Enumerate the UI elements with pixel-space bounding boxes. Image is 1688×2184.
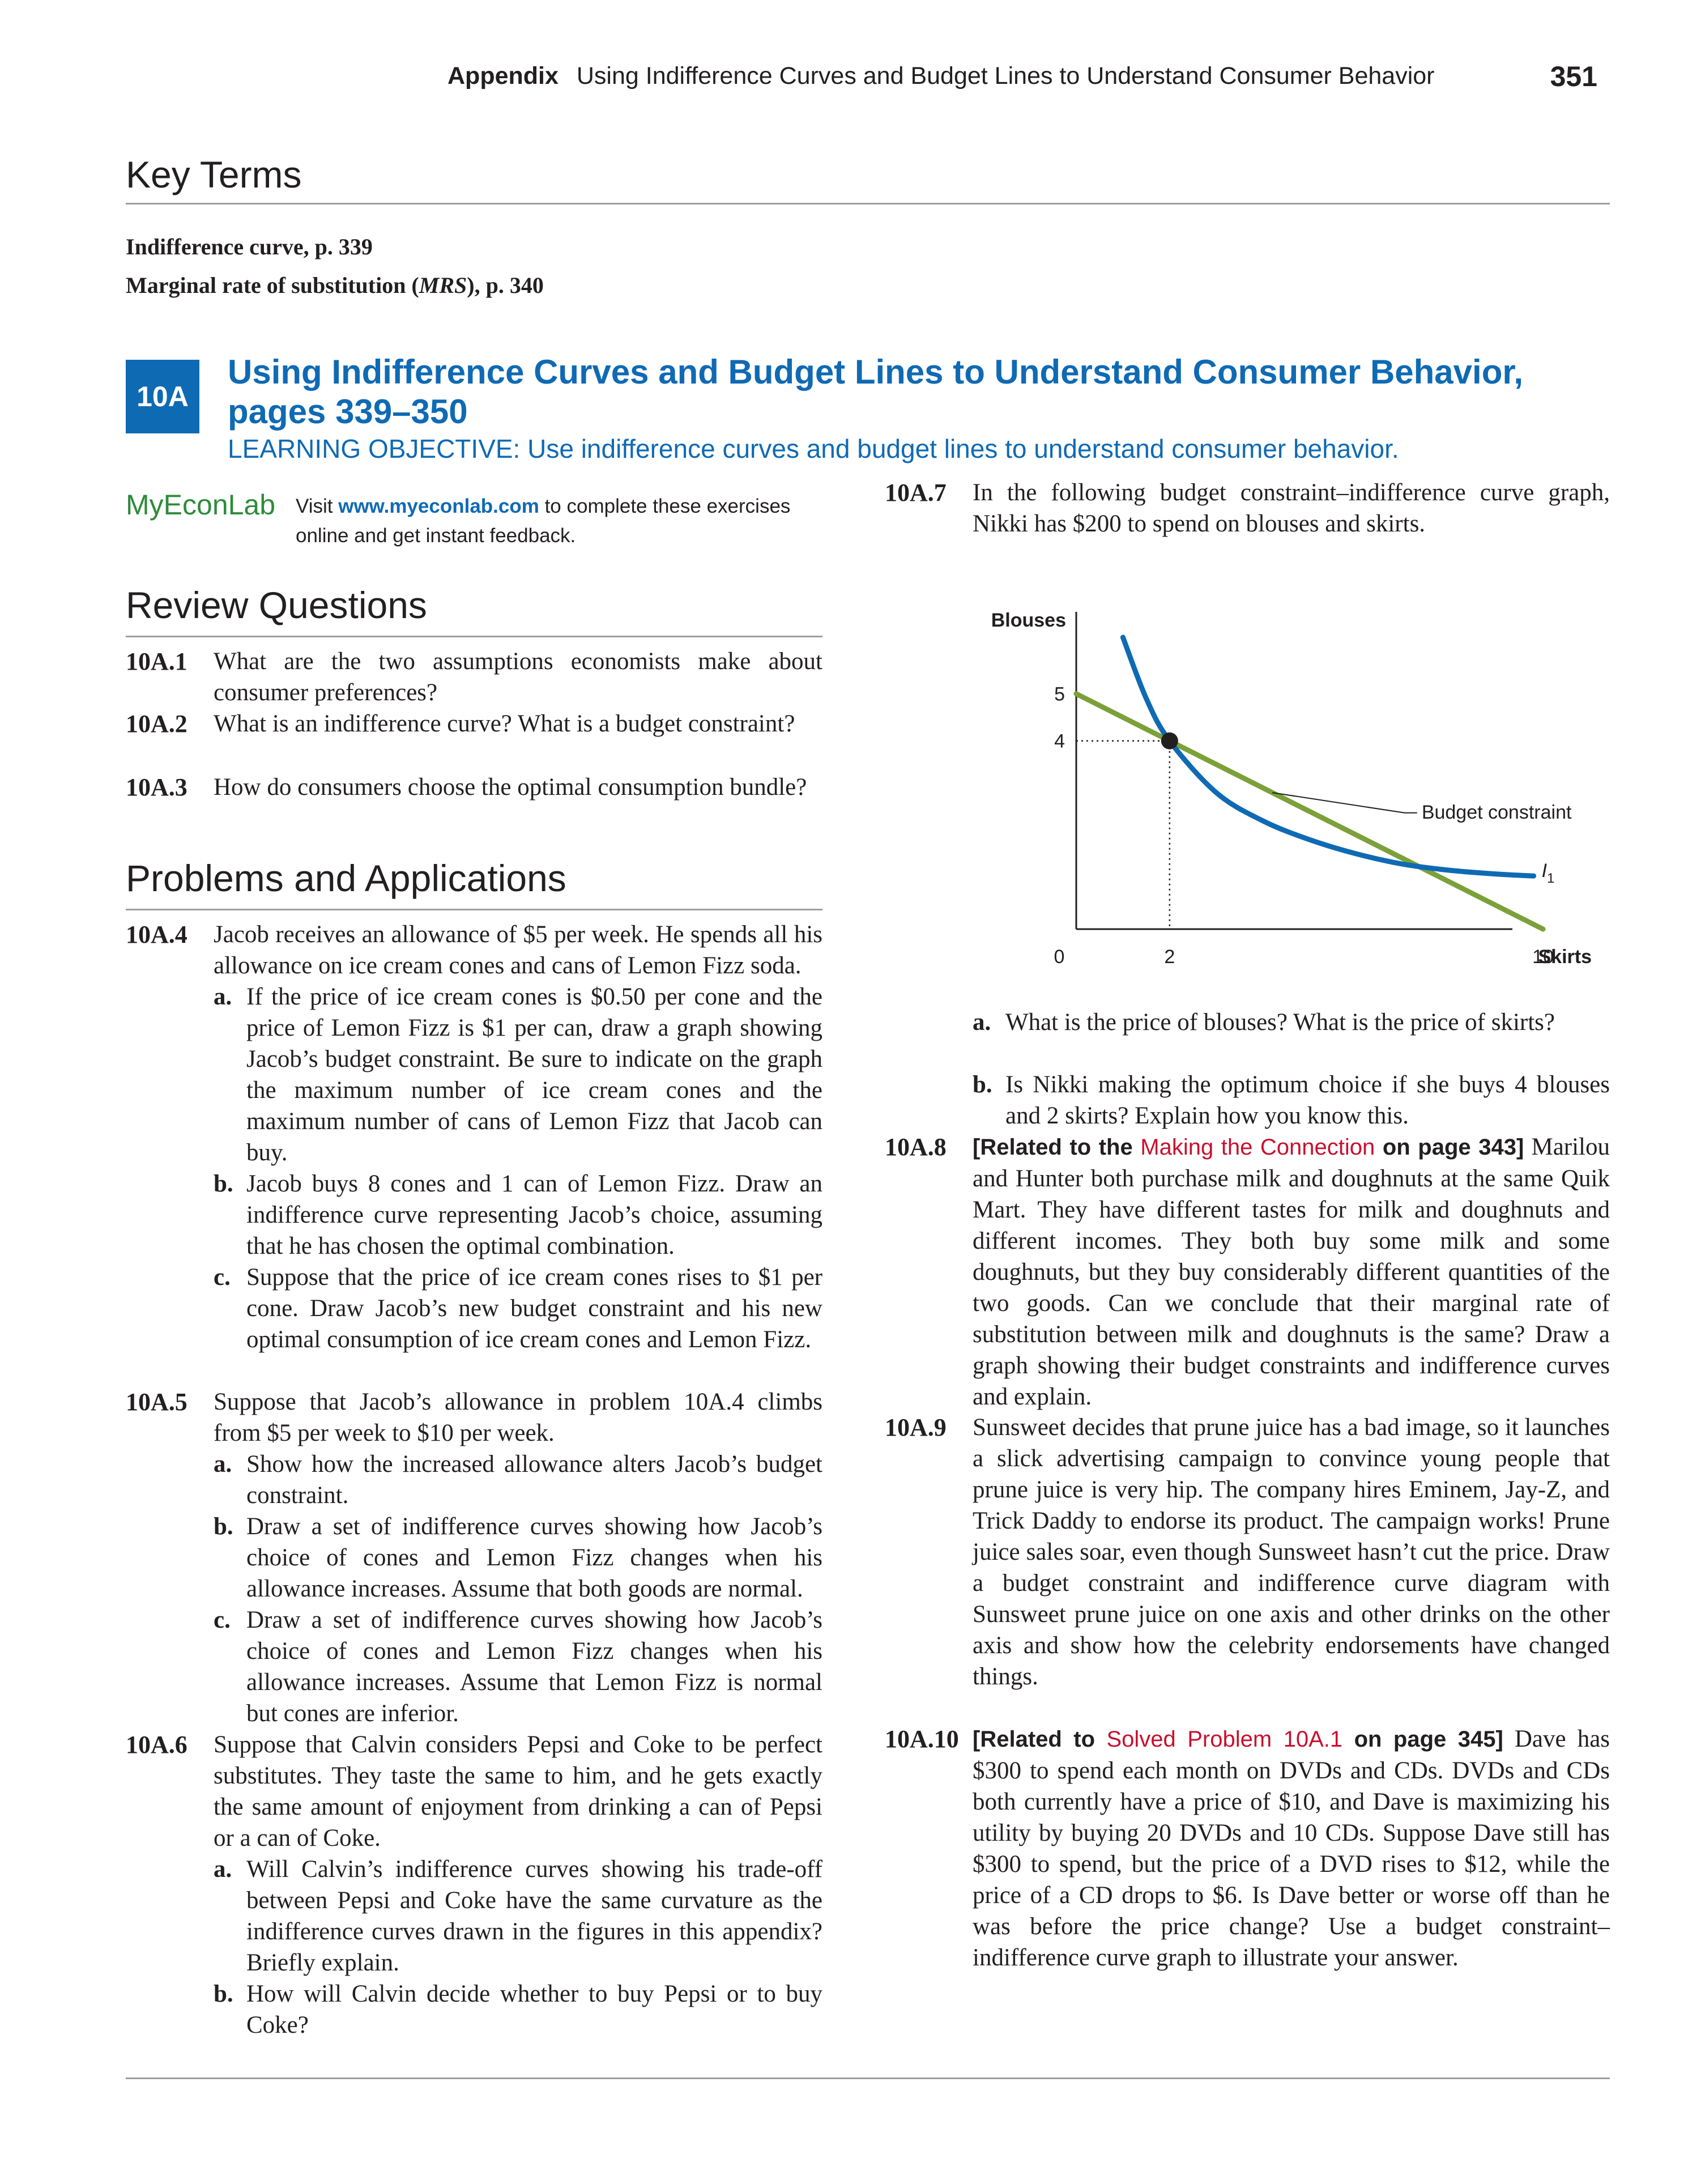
learning-objective: LEARNING OBJECTIVE: Use indifference cur… bbox=[228, 434, 1399, 463]
problem-10a7-part-a: a. What is the price of blouses? What is … bbox=[973, 1009, 1555, 1036]
myeconlab-logo: MyEconLab bbox=[126, 489, 276, 521]
review-question: 10A.2 What is an indifference curve? Wha… bbox=[126, 710, 795, 738]
problem-10a6-part-a: a. Will Calvin’s indifference curves show… bbox=[214, 1856, 822, 1976]
myeconlab-link[interactable]: www.myeconlab.com bbox=[338, 495, 539, 517]
section-badge: 10A bbox=[126, 360, 199, 433]
page-number: 351 bbox=[1550, 61, 1597, 92]
problem-10a9: 10A.9 Sunsweet decides that prune juice … bbox=[885, 1414, 1610, 1690]
review-question: 10A.3 How do consumers choose the optima… bbox=[126, 773, 807, 801]
problem-10a5-part-b: b. Draw a set of indifference curves show… bbox=[214, 1513, 822, 1602]
problem-10a6-part-b: b. How will Calvin decide whether to buy … bbox=[214, 1981, 822, 2038]
budget-constraint-line bbox=[1073, 691, 1546, 932]
problem-10a5: 10A.5 Suppose that Jacob’s allowance in … bbox=[126, 1388, 822, 1446]
budget-constraint-label: Budget constraint bbox=[1422, 802, 1572, 823]
key-terms-heading: Key Terms bbox=[126, 154, 302, 195]
problem-10a7-part-b: b. Is Nikki making the optimum choice if … bbox=[973, 1071, 1610, 1129]
key-term-indifference-curve: Indifference curve, p. 339 bbox=[126, 234, 373, 259]
problems-rule bbox=[126, 909, 822, 910]
indifference-curve-label: I1 bbox=[1542, 860, 1555, 886]
header-title: Using Indifference Curves and Budget Lin… bbox=[576, 62, 1435, 90]
x-axis-label: Skirts bbox=[1538, 946, 1592, 968]
y-tick-label: 5 bbox=[1054, 684, 1065, 705]
problem-10a4-part-c: c. Suppose that the price of ice cream co… bbox=[214, 1264, 822, 1353]
header-label: Appendix bbox=[447, 62, 559, 90]
y-tick-label: 4 bbox=[1054, 731, 1065, 752]
problem-10a5-part-a: a. Show how the increased allowance alter… bbox=[214, 1451, 822, 1509]
related-note: [Related to the Making the Connection on… bbox=[973, 1135, 1524, 1160]
problem-10a5-part-c: c. Draw a set of indifference curves show… bbox=[214, 1607, 822, 1727]
myeconlab-note: Visit www.myeconlab.com to complete thes… bbox=[296, 495, 791, 547]
x-tick-label: 0 bbox=[1054, 946, 1065, 968]
problem-10a10: 10A.10 [Related to Solved Problem 10A.1 … bbox=[885, 1725, 1610, 1971]
problem-10a4: 10A.4 Jacob receives an allowance of $5 … bbox=[126, 921, 822, 979]
y-axis-label: Blouses bbox=[991, 610, 1066, 631]
problem-10a4-part-a: a. If the price of ice cream cones is $0.… bbox=[214, 984, 822, 1166]
section-title: Using Indifference Curves and Budget Lin… bbox=[228, 353, 1524, 431]
review-question: 10A.1 What are the two assumptions econo… bbox=[126, 648, 822, 706]
running-header: Appendix Using Indifference Curves and B… bbox=[447, 61, 1597, 102]
problem-10a4-part-b: b. Jacob buys 8 cones and 1 can of Lemon … bbox=[214, 1170, 822, 1259]
bottom-rule bbox=[126, 2077, 1610, 2079]
review-rule bbox=[126, 636, 822, 637]
indifference-curve-i1 bbox=[1120, 635, 1537, 879]
budget-label-leader bbox=[1272, 792, 1405, 814]
optimum-point bbox=[1161, 732, 1178, 750]
key-terms-rule bbox=[126, 203, 1610, 205]
problem-10a6: 10A.6 Suppose that Calvin considers Peps… bbox=[126, 1731, 822, 1851]
problem-10a7: 10A.7 In the following budget constraint… bbox=[885, 479, 1610, 537]
problem-10a8: 10A.8 [Related to the Making the Connect… bbox=[885, 1133, 1610, 1410]
review-questions-heading: Review Questions bbox=[126, 584, 427, 626]
x-tick-label: 10 bbox=[1532, 946, 1554, 968]
key-term-mrs: Marginal rate of substitution (MRS), p. … bbox=[126, 273, 544, 298]
x-tick-label: 2 bbox=[1164, 946, 1175, 968]
solved-problem-link[interactable]: Solved Problem 10A.1 bbox=[1106, 1727, 1343, 1752]
budget-indifference-chart: Blouses Skirts 0 2 10 4 5 Budget constraint I1 bbox=[991, 610, 1592, 968]
related-note: [Related to Solved Problem 10A.1 on page… bbox=[973, 1727, 1503, 1752]
making-the-connection-link[interactable]: Making the Connection bbox=[1140, 1135, 1375, 1160]
problems-heading: Problems and Applications bbox=[126, 857, 566, 899]
